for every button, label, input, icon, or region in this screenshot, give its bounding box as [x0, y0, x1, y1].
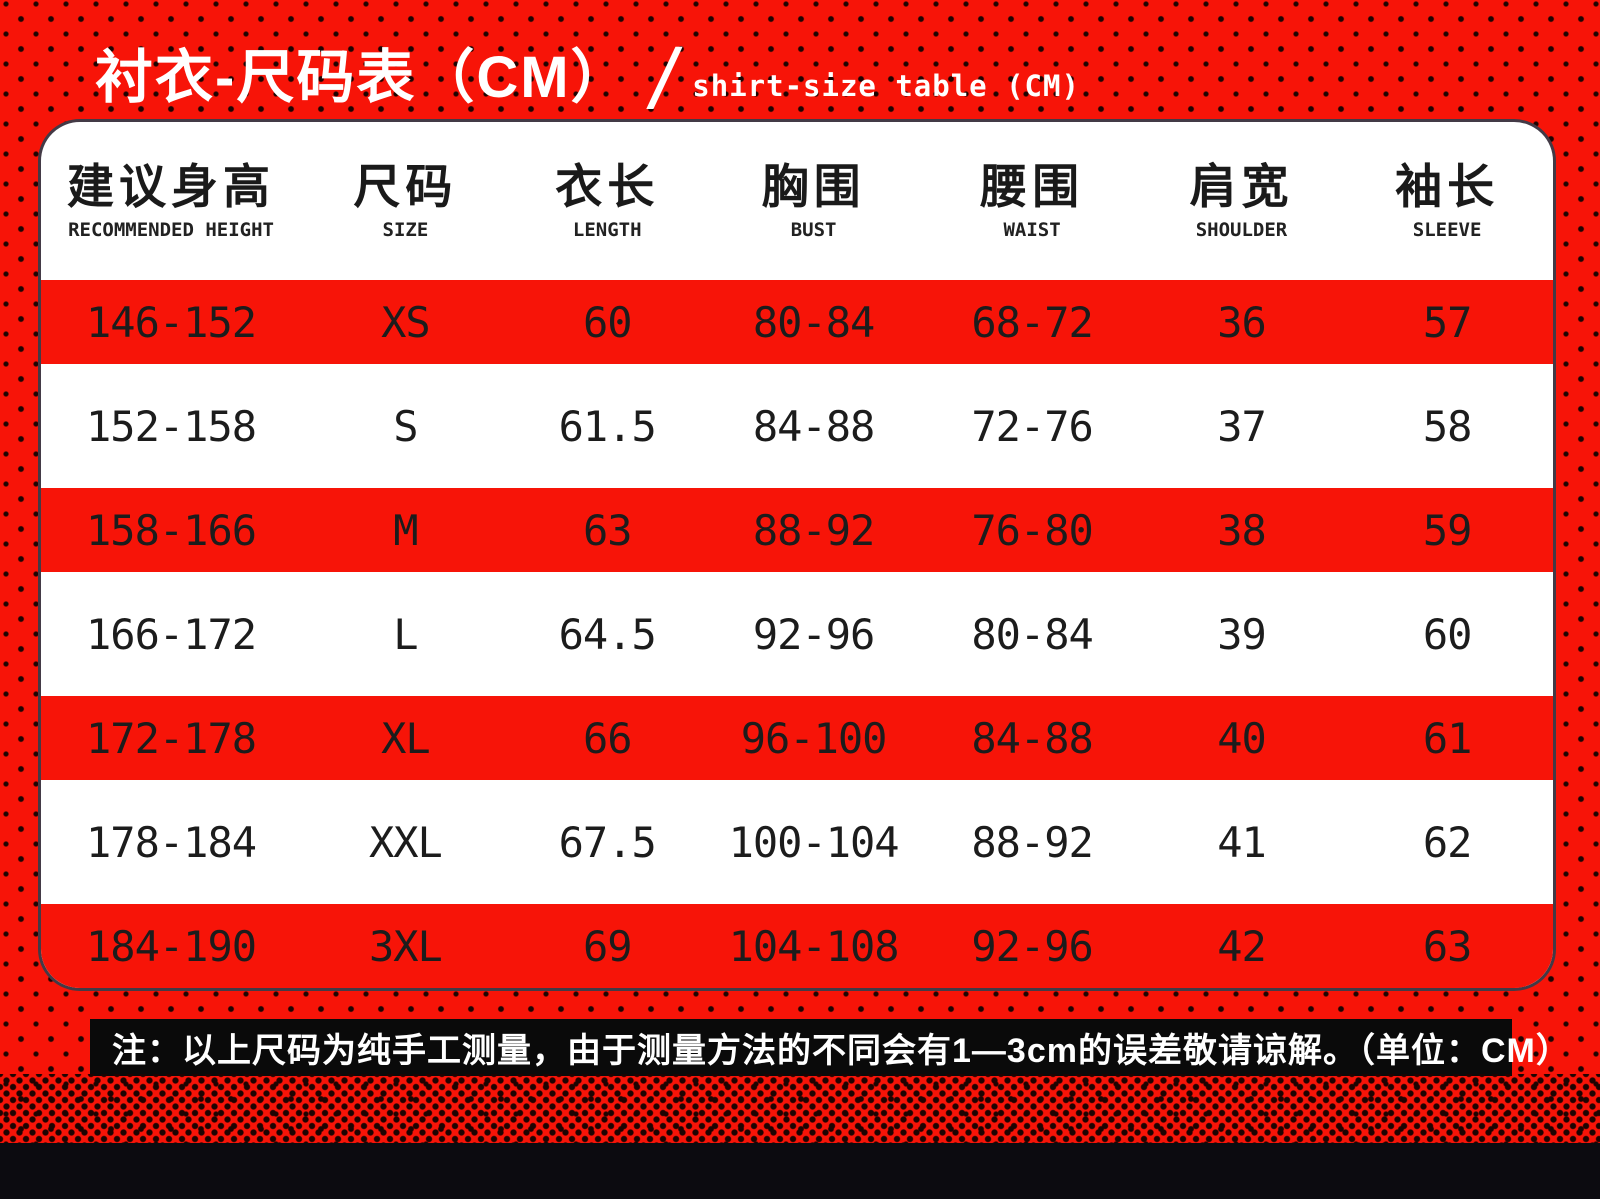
cell-recommended-height: 146-152 [86, 297, 257, 347]
cell-recommended-height: 184-190 [86, 921, 257, 971]
column-header-cn: 尺码 [353, 160, 458, 214]
cell-size: L [393, 609, 418, 659]
column-header-en: RECOMMENDED HEIGHT [68, 218, 274, 241]
column-header-bust: 胸围 BUST [705, 161, 923, 241]
cell-shoulder: 40 [1217, 713, 1267, 763]
cell-size: XXL [368, 817, 443, 867]
cell-recommended-height: 172-178 [86, 713, 257, 763]
table-row: 184-190 3XL 69 104-108 92-96 42 63 [41, 904, 1553, 988]
column-header-recommended-height: 建议身高 RECOMMENDED HEIGHT [41, 161, 301, 241]
page-title: 衬衣-尺码表（CM） / shirt-size table (CM) [95, 31, 1080, 120]
column-header-cn: 肩宽 [1189, 160, 1294, 214]
cell-sleeve: 59 [1422, 505, 1473, 555]
page-title-english: shirt-size table (CM) [692, 68, 1080, 103]
table-row: 152-158 S 61.5 84-88 72-76 37 58 [41, 364, 1553, 488]
cell-shoulder: 36 [1217, 297, 1267, 347]
cell-size: XS [381, 297, 431, 347]
table-row: 166-172 L 64.5 92-96 80-84 39 60 [41, 572, 1553, 696]
cell-bust: 84-88 [752, 401, 875, 451]
cell-sleeve: 61 [1422, 713, 1473, 763]
cell-waist: 68-72 [971, 297, 1093, 347]
cell-length: 61.5 [558, 401, 657, 451]
column-header-en: WAIST [1003, 218, 1061, 241]
table-row: 172-178 XL 66 96-100 84-88 40 61 [41, 696, 1553, 780]
column-header-cn: 衣长 [555, 160, 660, 214]
cell-size: S [393, 401, 418, 451]
cell-bust: 100-104 [728, 817, 900, 867]
cell-sleeve: 62 [1422, 817, 1473, 867]
cell-size: XL [381, 713, 431, 763]
cell-shoulder: 39 [1217, 609, 1267, 659]
size-table-card: 建议身高 RECOMMENDED HEIGHT 尺码 SIZE 衣长 LENGT… [38, 119, 1556, 991]
cell-length: 60 [582, 297, 633, 347]
cell-length: 63 [582, 505, 633, 555]
halftone-dense-band [0, 1074, 1600, 1143]
cell-bust: 92-96 [752, 609, 875, 659]
column-header-cn: 建议身高 [67, 160, 276, 214]
cell-recommended-height: 166-172 [86, 609, 257, 659]
cell-sleeve: 58 [1422, 401, 1473, 451]
cell-size: 3XL [368, 921, 443, 971]
table-row: 146-152 XS 60 80-84 68-72 36 57 [41, 280, 1553, 364]
cell-waist: 72-76 [971, 401, 1093, 451]
cell-waist: 80-84 [971, 609, 1093, 659]
column-header-en: LENGTH [572, 218, 642, 241]
cell-shoulder: 38 [1217, 505, 1267, 555]
cell-bust: 80-84 [752, 297, 875, 347]
cell-bust: 88-92 [752, 505, 875, 555]
cell-length: 66 [582, 713, 633, 763]
cell-sleeve: 57 [1422, 297, 1473, 347]
column-header-en: SLEEVE [1412, 218, 1482, 241]
column-header-en: BUST [790, 218, 837, 241]
cell-length: 67.5 [558, 817, 657, 867]
table-header-row: 建议身高 RECOMMENDED HEIGHT 尺码 SIZE 衣长 LENGT… [41, 122, 1553, 280]
cell-recommended-height: 152-158 [86, 401, 257, 451]
cell-shoulder: 37 [1217, 401, 1267, 451]
column-header-sleeve: 袖长 SLEEVE [1341, 161, 1553, 241]
column-header-length: 衣长 LENGTH [510, 161, 705, 241]
cell-shoulder: 42 [1217, 921, 1267, 971]
column-header-size: 尺码 SIZE [301, 161, 510, 241]
column-header-waist: 腰围 WAIST [922, 161, 1141, 241]
cell-bust: 96-100 [740, 713, 888, 763]
cell-waist: 76-80 [971, 505, 1093, 555]
cell-length: 69 [582, 921, 633, 971]
measurement-note-text: 注：以上尺码为纯手工测量，由于测量方法的不同会有1—3cm的误差敬请谅解。（单位… [112, 1032, 1571, 1070]
cell-waist: 84-88 [971, 713, 1093, 763]
cell-shoulder: 41 [1217, 817, 1267, 867]
cell-bust: 104-108 [728, 921, 900, 971]
column-header-cn: 腰围 [980, 160, 1085, 214]
column-header-cn: 袖长 [1395, 160, 1500, 214]
column-header-shoulder: 肩宽 SHOULDER [1142, 161, 1342, 241]
page-title-chinese: 衬衣-尺码表（CM） [95, 44, 631, 110]
cell-waist: 92-96 [971, 921, 1093, 971]
cell-waist: 88-92 [971, 817, 1093, 867]
table-row: 178-184 XXL 67.5 100-104 88-92 41 62 [41, 780, 1553, 904]
column-header-en: SIZE [382, 218, 429, 241]
column-header-en: SHOULDER [1195, 218, 1288, 241]
column-header-cn: 胸围 [761, 160, 866, 214]
cell-recommended-height: 178-184 [86, 817, 257, 867]
cell-sleeve: 60 [1422, 609, 1473, 659]
table-row: 158-166 M 63 88-92 76-80 38 59 [41, 488, 1553, 572]
cell-sleeve: 63 [1422, 921, 1473, 971]
bottom-black-bar [0, 1143, 1600, 1199]
cell-length: 64.5 [558, 609, 657, 659]
title-slash-divider: / [642, 31, 689, 120]
cell-size: M [393, 505, 418, 555]
measurement-note-bar: 注：以上尺码为纯手工测量，由于测量方法的不同会有1—3cm的误差敬请谅解。（单位… [90, 1019, 1570, 1076]
cell-recommended-height: 158-166 [86, 505, 257, 555]
